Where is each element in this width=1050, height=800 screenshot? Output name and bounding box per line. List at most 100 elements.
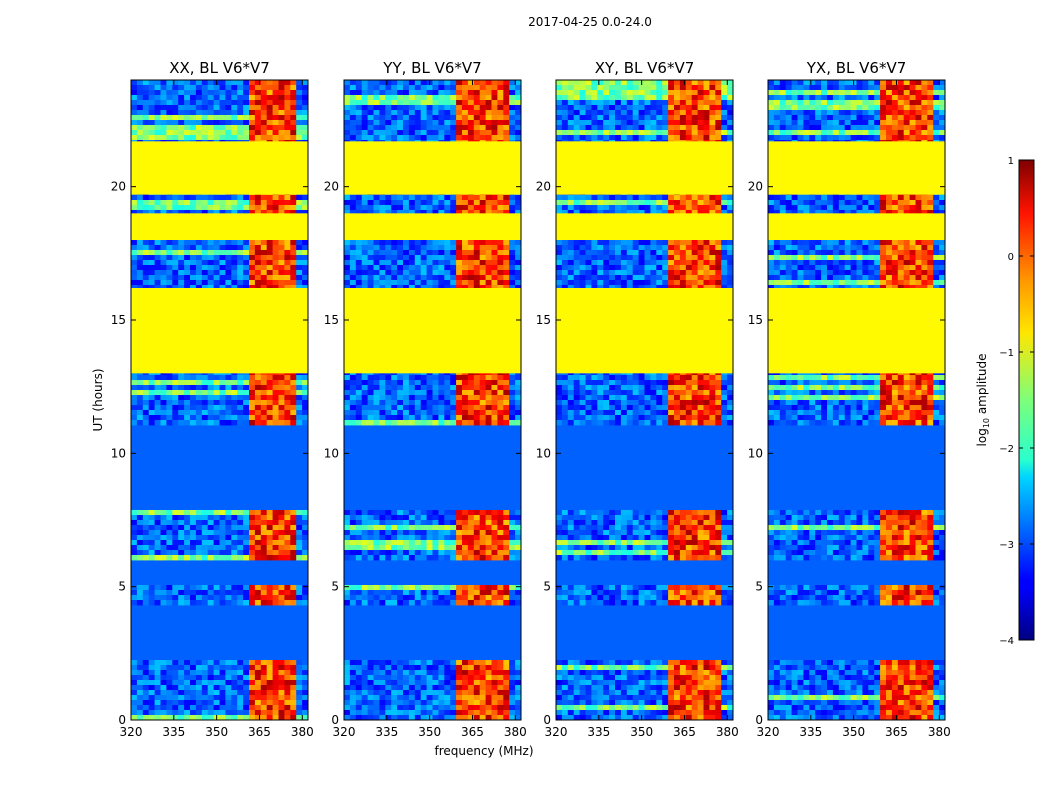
- heatmap-cell: [243, 545, 250, 551]
- heatmap-cell: [367, 405, 374, 411]
- heatmap-cell: [166, 390, 173, 396]
- heatmap-cell: [260, 665, 268, 671]
- heatmap-cell: [260, 585, 268, 591]
- heatmap-cell: [172, 705, 179, 711]
- heatmap-cell: [148, 585, 155, 591]
- heatmap-cell: [344, 390, 351, 396]
- heatmap-cell: [456, 260, 463, 266]
- heatmap-cell: [349, 410, 357, 416]
- heatmap-cell: [467, 110, 475, 116]
- heatmap-cell: [349, 200, 357, 206]
- heatmap-cell: [473, 390, 481, 396]
- heatmap-cell: [515, 395, 522, 401]
- heatmap-cell: [260, 540, 268, 546]
- heatmap-cell: [201, 715, 209, 721]
- heatmap-cell: [154, 380, 161, 386]
- heatmap-cell: [379, 510, 386, 516]
- heatmap-cell: [178, 660, 185, 666]
- heatmap-cell: [225, 265, 232, 271]
- heatmap-cell: [178, 200, 185, 206]
- heatmap-cell: [361, 270, 368, 276]
- heatmap-cell: [166, 275, 173, 281]
- heatmap-cell: [207, 555, 214, 561]
- heatmap-cell: [414, 100, 422, 106]
- heatmap-cell: [231, 525, 238, 531]
- heatmap-cell: [131, 85, 138, 91]
- heatmap-cell: [426, 420, 433, 426]
- heatmap-cell: [503, 385, 510, 391]
- heatmap-cell: [290, 400, 297, 406]
- heatmap-cell: [243, 540, 250, 546]
- heatmap-cell: [260, 240, 268, 246]
- heatmap-cell: [184, 255, 191, 261]
- heatmap-cell: [254, 545, 262, 551]
- heatmap-cell: [432, 415, 439, 421]
- heatmap-cell: [456, 195, 463, 201]
- heatmap-cell: [278, 130, 285, 136]
- heatmap-cell: [178, 85, 185, 91]
- heatmap-cell: [385, 240, 392, 246]
- heatmap-cell: [290, 590, 297, 596]
- heatmap-cell: [284, 535, 291, 541]
- heatmap-cell: [154, 110, 161, 116]
- heatmap-cell: [148, 555, 155, 561]
- heatmap-cell: [243, 695, 250, 701]
- heatmap-cell: [237, 405, 244, 411]
- heatmap-cell: [497, 120, 504, 126]
- heatmap-cell: [160, 110, 167, 116]
- heatmap-cell: [344, 265, 351, 271]
- heatmap-cell: [142, 260, 150, 266]
- heatmap-cell: [160, 395, 167, 401]
- heatmap-cell: [131, 265, 138, 271]
- heatmap-cell: [213, 600, 220, 606]
- heatmap-cell: [243, 250, 250, 256]
- heatmap-cell: [467, 85, 475, 91]
- heatmap-cell: [414, 410, 422, 416]
- heatmap-cell: [509, 105, 516, 111]
- heatmap-cell: [154, 200, 161, 206]
- heatmap-cell: [237, 595, 244, 601]
- heatmap-cell: [142, 405, 150, 411]
- heatmap-cell: [444, 255, 451, 261]
- heatmap-cell: [178, 275, 185, 281]
- heatmap-cell: [178, 675, 185, 681]
- heatmap-cell: [444, 405, 451, 411]
- heatmap-cell: [172, 240, 179, 246]
- heatmap-cell: [213, 285, 220, 291]
- heatmap-cell: [225, 280, 232, 286]
- heatmap-cell: [172, 590, 179, 596]
- heatmap-cell: [462, 85, 469, 91]
- heatmap-cell: [278, 260, 285, 266]
- heatmap-cell: [172, 205, 179, 211]
- heatmap-cell: [414, 205, 422, 211]
- heatmap-cell: [243, 380, 250, 386]
- heatmap-cell: [172, 680, 179, 686]
- heatmap-cell: [349, 420, 357, 426]
- heatmap-cell: [344, 80, 351, 86]
- heatmap-cell: [266, 245, 273, 251]
- heatmap-cell: [420, 265, 427, 271]
- heatmap-cell: [136, 660, 144, 666]
- heatmap-cell: [260, 130, 268, 136]
- heatmap-cell: [408, 100, 416, 106]
- heatmap-cell: [249, 85, 256, 91]
- heatmap-cell: [260, 390, 268, 396]
- heatmap-cell: [142, 125, 150, 131]
- heatmap-cell: [219, 695, 226, 701]
- heatmap-cell: [391, 285, 398, 291]
- heatmap-cell: [219, 680, 226, 686]
- heatmap-cell: [491, 265, 498, 271]
- heatmap-cell: [491, 95, 498, 101]
- heatmap-cell: [290, 715, 297, 721]
- heatmap-cell: [426, 265, 433, 271]
- heatmap-cell: [438, 245, 445, 251]
- heatmap-cell: [207, 600, 214, 606]
- heatmap-cell: [473, 105, 481, 111]
- heatmap-cell: [231, 660, 238, 666]
- heatmap-cell: [213, 105, 220, 111]
- heatmap-cell: [438, 110, 445, 116]
- heatmap-cell: [379, 270, 386, 276]
- heatmap-cell: [432, 400, 439, 406]
- heatmap-cell: [438, 380, 445, 386]
